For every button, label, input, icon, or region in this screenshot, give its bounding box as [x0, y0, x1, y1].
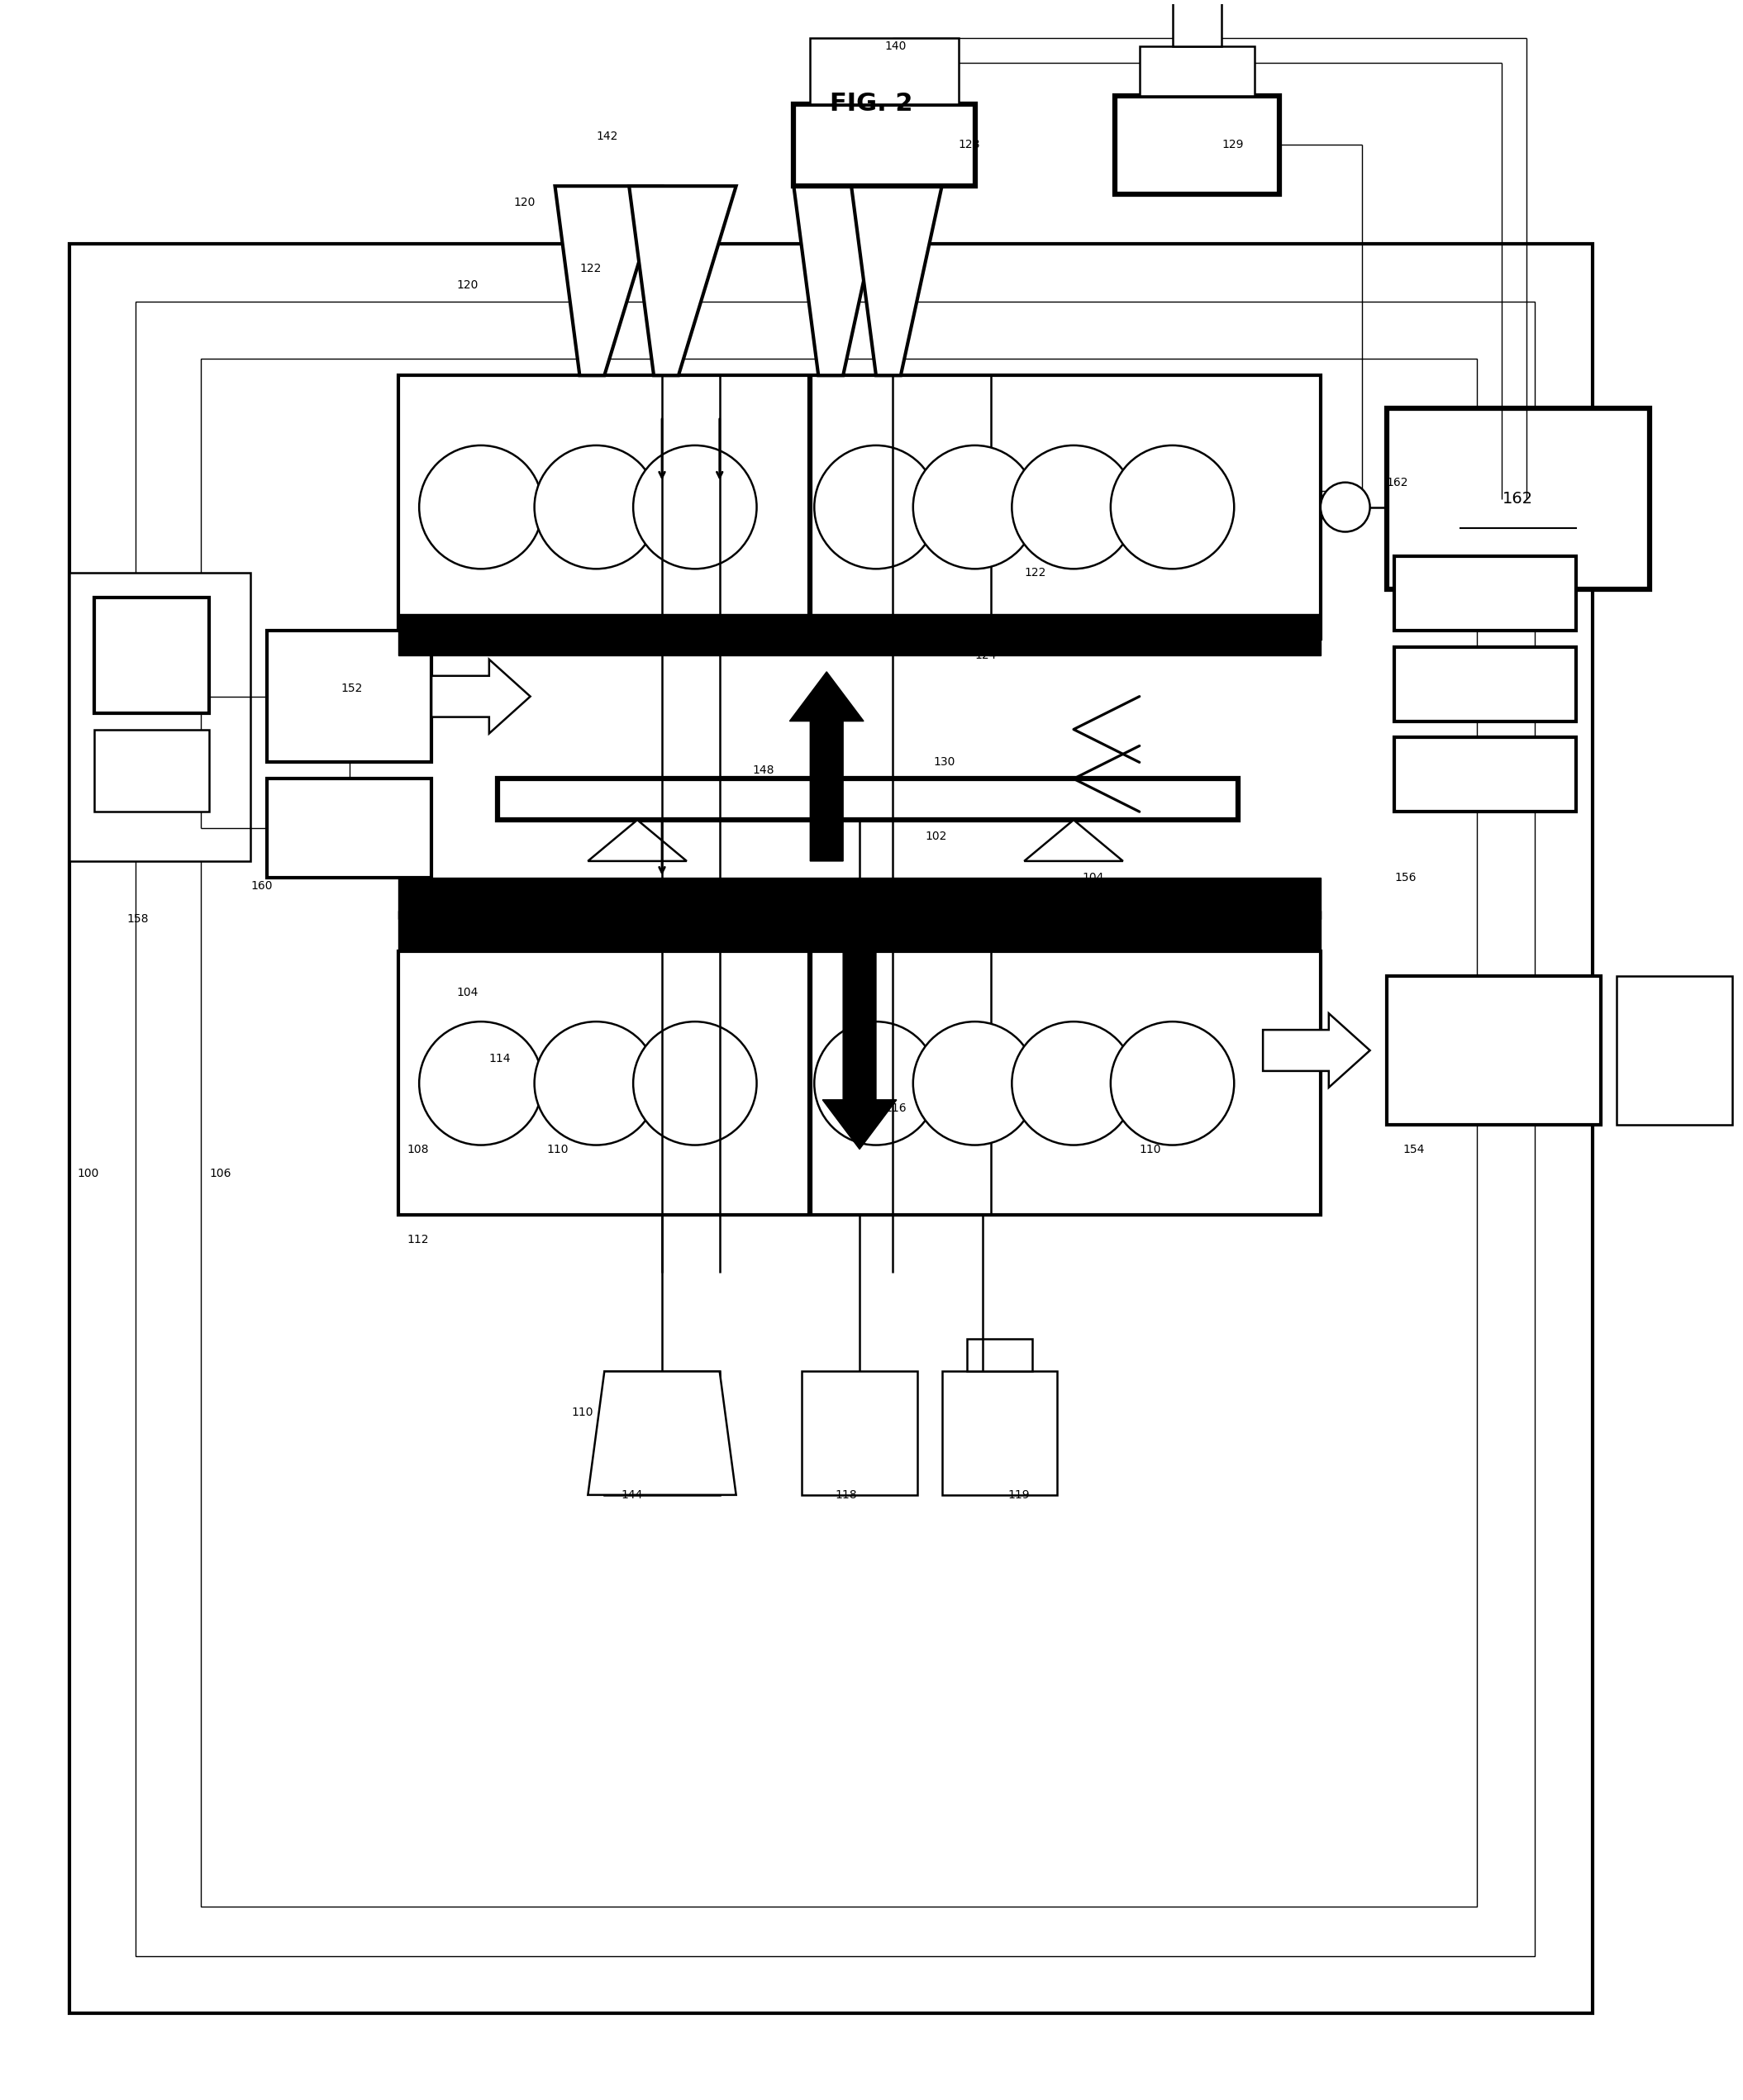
- Text: 118: 118: [835, 1489, 858, 1502]
- Text: 120: 120: [514, 197, 535, 208]
- Text: 162: 162: [1386, 477, 1408, 487]
- Bar: [399, 376, 1321, 638]
- Text: 122: 122: [580, 262, 601, 275]
- Text: 116: 116: [884, 1102, 906, 1113]
- Circle shape: [1013, 445, 1135, 569]
- Polygon shape: [587, 819, 687, 861]
- Circle shape: [1321, 483, 1370, 531]
- Bar: [802, 1371, 917, 1495]
- Text: 120: 120: [457, 279, 478, 290]
- Bar: [399, 951, 1321, 1216]
- Text: 144: 144: [621, 1489, 643, 1502]
- Text: 148: 148: [753, 764, 774, 777]
- Circle shape: [814, 1021, 938, 1144]
- FancyArrow shape: [432, 659, 530, 733]
- Text: 160: 160: [251, 880, 272, 892]
- Polygon shape: [793, 187, 884, 376]
- Text: 152: 152: [342, 682, 363, 693]
- FancyArrow shape: [790, 672, 865, 861]
- Text: 142: 142: [596, 130, 619, 143]
- Text: 112: 112: [406, 1235, 429, 1245]
- Polygon shape: [629, 187, 736, 376]
- Bar: [94, 598, 209, 712]
- Bar: [605, 1371, 720, 1495]
- Bar: [70, 244, 1591, 2014]
- Bar: [1394, 556, 1576, 630]
- Circle shape: [814, 445, 938, 569]
- Bar: [399, 613, 1321, 655]
- Circle shape: [633, 445, 756, 569]
- Bar: [1394, 647, 1576, 720]
- Text: 106: 106: [209, 1168, 232, 1180]
- Circle shape: [535, 445, 657, 569]
- Polygon shape: [851, 187, 941, 376]
- Bar: [941, 1371, 1058, 1495]
- Text: 100: 100: [77, 1168, 99, 1180]
- Bar: [399, 878, 1321, 918]
- Bar: [810, 38, 959, 103]
- Bar: [267, 779, 432, 878]
- Bar: [267, 630, 432, 762]
- Bar: [1116, 94, 1279, 195]
- Bar: [1140, 46, 1255, 94]
- Text: 104: 104: [1082, 871, 1103, 884]
- Text: 110: 110: [572, 1407, 593, 1418]
- Bar: [94, 729, 209, 813]
- Text: 130: 130: [934, 756, 955, 769]
- Text: FIG. 2: FIG. 2: [830, 92, 913, 116]
- Circle shape: [913, 445, 1037, 569]
- Text: 162: 162: [1502, 491, 1534, 506]
- Circle shape: [418, 1021, 542, 1144]
- Bar: [136, 300, 1534, 1955]
- Bar: [497, 779, 1238, 819]
- Text: 129: 129: [1222, 139, 1245, 151]
- Text: 150: 150: [629, 930, 650, 941]
- Circle shape: [1110, 445, 1234, 569]
- Circle shape: [1013, 1021, 1135, 1144]
- Bar: [70, 573, 251, 861]
- Text: 102: 102: [926, 832, 946, 842]
- Text: 128: 128: [959, 139, 980, 151]
- FancyArrow shape: [823, 935, 896, 1149]
- Bar: [1386, 407, 1651, 590]
- Text: 104: 104: [457, 987, 478, 1000]
- Text: 110: 110: [547, 1142, 568, 1155]
- Text: 146: 146: [819, 790, 840, 800]
- Circle shape: [418, 445, 542, 569]
- Text: 122: 122: [1025, 567, 1046, 580]
- Text: 140: 140: [884, 40, 906, 52]
- Text: 156: 156: [1394, 871, 1417, 884]
- Polygon shape: [587, 1371, 736, 1495]
- Polygon shape: [554, 187, 662, 376]
- Text: 124: 124: [974, 649, 997, 662]
- Bar: [399, 911, 1321, 951]
- Bar: [1386, 977, 1600, 1124]
- Circle shape: [535, 1021, 657, 1144]
- Circle shape: [1110, 1021, 1234, 1144]
- Circle shape: [633, 1021, 756, 1144]
- Bar: [1173, 0, 1222, 46]
- Bar: [793, 103, 974, 187]
- Circle shape: [913, 1021, 1037, 1144]
- Bar: [1618, 977, 1733, 1124]
- Text: 114: 114: [490, 1052, 511, 1065]
- Bar: [967, 1338, 1032, 1371]
- Text: 154: 154: [1403, 1142, 1424, 1155]
- Polygon shape: [1025, 819, 1122, 861]
- FancyArrow shape: [1264, 1014, 1370, 1088]
- Bar: [1394, 737, 1576, 813]
- Text: 108: 108: [406, 1142, 429, 1155]
- Text: 110: 110: [1140, 1142, 1161, 1155]
- Text: 158: 158: [127, 914, 148, 924]
- Bar: [200, 359, 1476, 1907]
- Text: 119: 119: [1007, 1489, 1030, 1502]
